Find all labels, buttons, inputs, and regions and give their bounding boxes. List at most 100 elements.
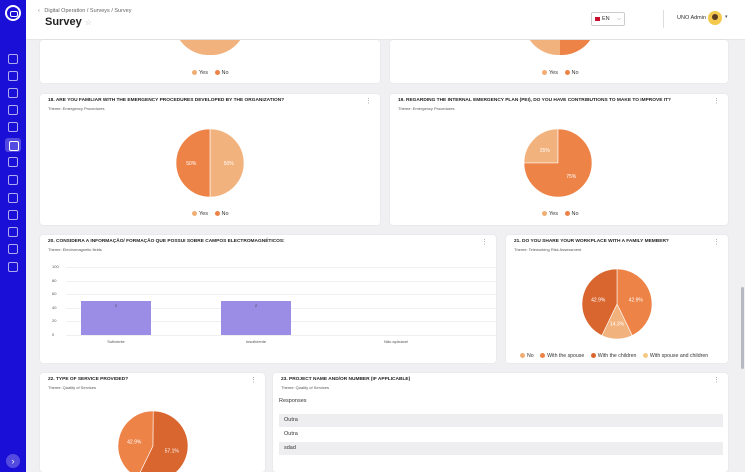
legend-label: With the spouse bbox=[547, 353, 585, 359]
legend-label: No bbox=[527, 353, 534, 359]
pie-chart-21: 42.9% 14.3% 42.9% bbox=[582, 269, 652, 339]
user-menu-chevron-icon[interactable]: ▾ bbox=[725, 14, 728, 20]
more-options-icon[interactable]: ⋮ bbox=[713, 98, 720, 105]
legend-dot-icon bbox=[520, 353, 525, 359]
legend-dot-icon bbox=[564, 70, 570, 76]
legend-item-spouse-children: With spouse and children bbox=[642, 353, 708, 359]
bar[interactable] bbox=[81, 301, 151, 335]
language-selector[interactable]: EN ⌵ bbox=[591, 12, 625, 26]
question-title: 20. CONSIDERA A INFORMAÇÃO/ FORMAÇÃO QUE… bbox=[48, 239, 285, 244]
pie-slice-label: 42.9% bbox=[629, 298, 644, 304]
pie-slice[interactable] bbox=[582, 269, 618, 336]
y-axis-tick-label: 80 bbox=[52, 277, 57, 283]
legend-item-no: No bbox=[214, 211, 229, 217]
more-options-icon[interactable]: ⋮ bbox=[365, 98, 372, 105]
legend-dot-icon bbox=[192, 70, 197, 76]
sidebar-nav-icon-3[interactable] bbox=[8, 88, 18, 98]
pie-chart-top-left bbox=[179, 40, 241, 55]
table-row: Outra bbox=[284, 431, 298, 437]
legend: Yes No bbox=[192, 211, 234, 217]
gridline bbox=[66, 267, 496, 268]
breadcrumb-text[interactable]: Digital Operation / Surveys / Survey bbox=[44, 8, 132, 14]
question-theme: Theme: Quality of Services bbox=[281, 385, 330, 390]
pie-chart-18: 50% 50% bbox=[176, 129, 244, 197]
legend-item-no: No bbox=[564, 70, 579, 76]
legend-dot-icon bbox=[642, 353, 648, 359]
sidebar-nav-icon-10[interactable] bbox=[8, 210, 18, 220]
y-axis-tick-label: 20 bbox=[52, 318, 57, 324]
x-axis-tick-label: Não aplicável bbox=[383, 339, 408, 344]
more-options-icon[interactable]: ⋮ bbox=[713, 239, 720, 246]
question-card-top-left: Yes No bbox=[40, 40, 380, 83]
breadcrumb: ‹ Digital Operation / Surveys / Survey bbox=[38, 8, 132, 14]
x-axis-tick-label: Suficiente bbox=[107, 339, 125, 344]
pie-slice[interactable] bbox=[524, 129, 592, 197]
sidebar-nav-icon-12[interactable] bbox=[8, 244, 18, 254]
sidebar-nav-icon-1[interactable] bbox=[8, 54, 18, 64]
question-theme: Theme: Emergency Procedures bbox=[48, 106, 105, 111]
sidebar-nav-icon-9[interactable] bbox=[8, 193, 18, 203]
page-header: ‹ Digital Operation / Surveys / Survey S… bbox=[26, 0, 745, 40]
legend-item-yes: Yes bbox=[542, 211, 558, 217]
language-label: EN bbox=[602, 16, 610, 22]
legend-dot-icon bbox=[542, 70, 547, 76]
favorite-star-icon[interactable]: ☆ bbox=[84, 18, 92, 27]
pie-slice[interactable] bbox=[138, 411, 188, 472]
legend-label: Yes bbox=[549, 70, 558, 76]
y-axis-tick-label: 100 bbox=[52, 264, 59, 269]
page-scrollbar[interactable] bbox=[741, 287, 744, 369]
question-title: 18. ARE YOU FAMILIAR WITH THE EMERGENCY … bbox=[48, 98, 285, 103]
gridline bbox=[66, 280, 496, 282]
sidebar-nav-icon-2[interactable] bbox=[8, 71, 18, 81]
sidebar-nav-icon-4[interactable] bbox=[8, 105, 18, 115]
pie-slice[interactable] bbox=[524, 129, 559, 164]
sidebar-nav-icon-7[interactable] bbox=[8, 157, 18, 167]
legend-label: With the children bbox=[597, 353, 637, 359]
pie-slice[interactable] bbox=[176, 129, 211, 197]
pie-slice-label: 42.9% bbox=[591, 298, 606, 304]
legend-item-no: No bbox=[214, 70, 229, 76]
pie-slice[interactable] bbox=[118, 411, 154, 472]
legend-label: No bbox=[571, 211, 579, 217]
question-card-20: 20. CONSIDERA A INFORMAÇÃO/ FORMAÇÃO QUE… bbox=[40, 235, 496, 363]
pie-slice-yes bbox=[529, 40, 560, 55]
table-row: sdad bbox=[279, 442, 723, 455]
pie-slice-label: 50% bbox=[224, 161, 235, 167]
more-options-icon[interactable]: ⋮ bbox=[481, 239, 488, 246]
avatar[interactable] bbox=[708, 11, 722, 25]
question-theme: Theme: Emergency Procedures bbox=[398, 106, 455, 111]
pie-slice-label: 50% bbox=[186, 161, 197, 167]
more-options-icon[interactable]: ⋮ bbox=[250, 377, 257, 384]
question-card-22: 22. TYPE OF SERVICE PROVIDED? Theme: Qua… bbox=[40, 373, 265, 472]
question-card-21: 21. DO YOU SHARE YOUR WORKPLACE WITH A F… bbox=[506, 235, 728, 363]
legend-item-no: No bbox=[564, 211, 579, 217]
app-logo-icon[interactable] bbox=[5, 5, 21, 21]
sidebar-nav-icon-5[interactable] bbox=[8, 122, 18, 132]
question-title: 21. DO YOU SHARE YOUR WORKPLACE WITH A F… bbox=[514, 239, 669, 244]
bar[interactable] bbox=[221, 301, 291, 335]
table-row: Outra bbox=[279, 414, 723, 427]
y-axis-tick-label: 0 bbox=[52, 332, 55, 337]
legend-item-yes: Yes bbox=[192, 211, 208, 217]
more-options-icon[interactable]: ⋮ bbox=[713, 377, 720, 384]
question-title: 23. PROJECT NAME AND/OR NUMBER (IF APPLI… bbox=[281, 377, 411, 382]
pie-slice[interactable] bbox=[616, 269, 652, 336]
gridline bbox=[66, 335, 496, 336]
sidebar-survey-icon[interactable] bbox=[5, 138, 21, 152]
pie-chart-22: 42.9% 57.1% bbox=[118, 411, 188, 472]
sidebar-help-icon[interactable] bbox=[8, 262, 18, 272]
pie-slice-label: 75% bbox=[566, 174, 577, 180]
back-arrow-icon[interactable]: ‹ bbox=[38, 8, 40, 14]
legend-item-spouse: With the spouse bbox=[540, 353, 584, 359]
y-axis-tick-label: 40 bbox=[52, 304, 57, 310]
legend-dot-icon bbox=[192, 211, 197, 217]
pie-slice[interactable] bbox=[209, 129, 244, 197]
user-name[interactable]: UNO Admin bbox=[677, 15, 707, 21]
legend-item-yes: Yes bbox=[542, 70, 558, 76]
legend-dot-icon bbox=[214, 70, 220, 76]
pie-slice-label: 57.1% bbox=[165, 448, 180, 454]
sidebar-nav-icon-11[interactable] bbox=[8, 227, 18, 237]
pie-chart-19: 25% 75% bbox=[524, 129, 592, 197]
sidebar-expand-button[interactable]: › bbox=[6, 454, 20, 468]
sidebar-nav-icon-8[interactable] bbox=[8, 175, 18, 185]
